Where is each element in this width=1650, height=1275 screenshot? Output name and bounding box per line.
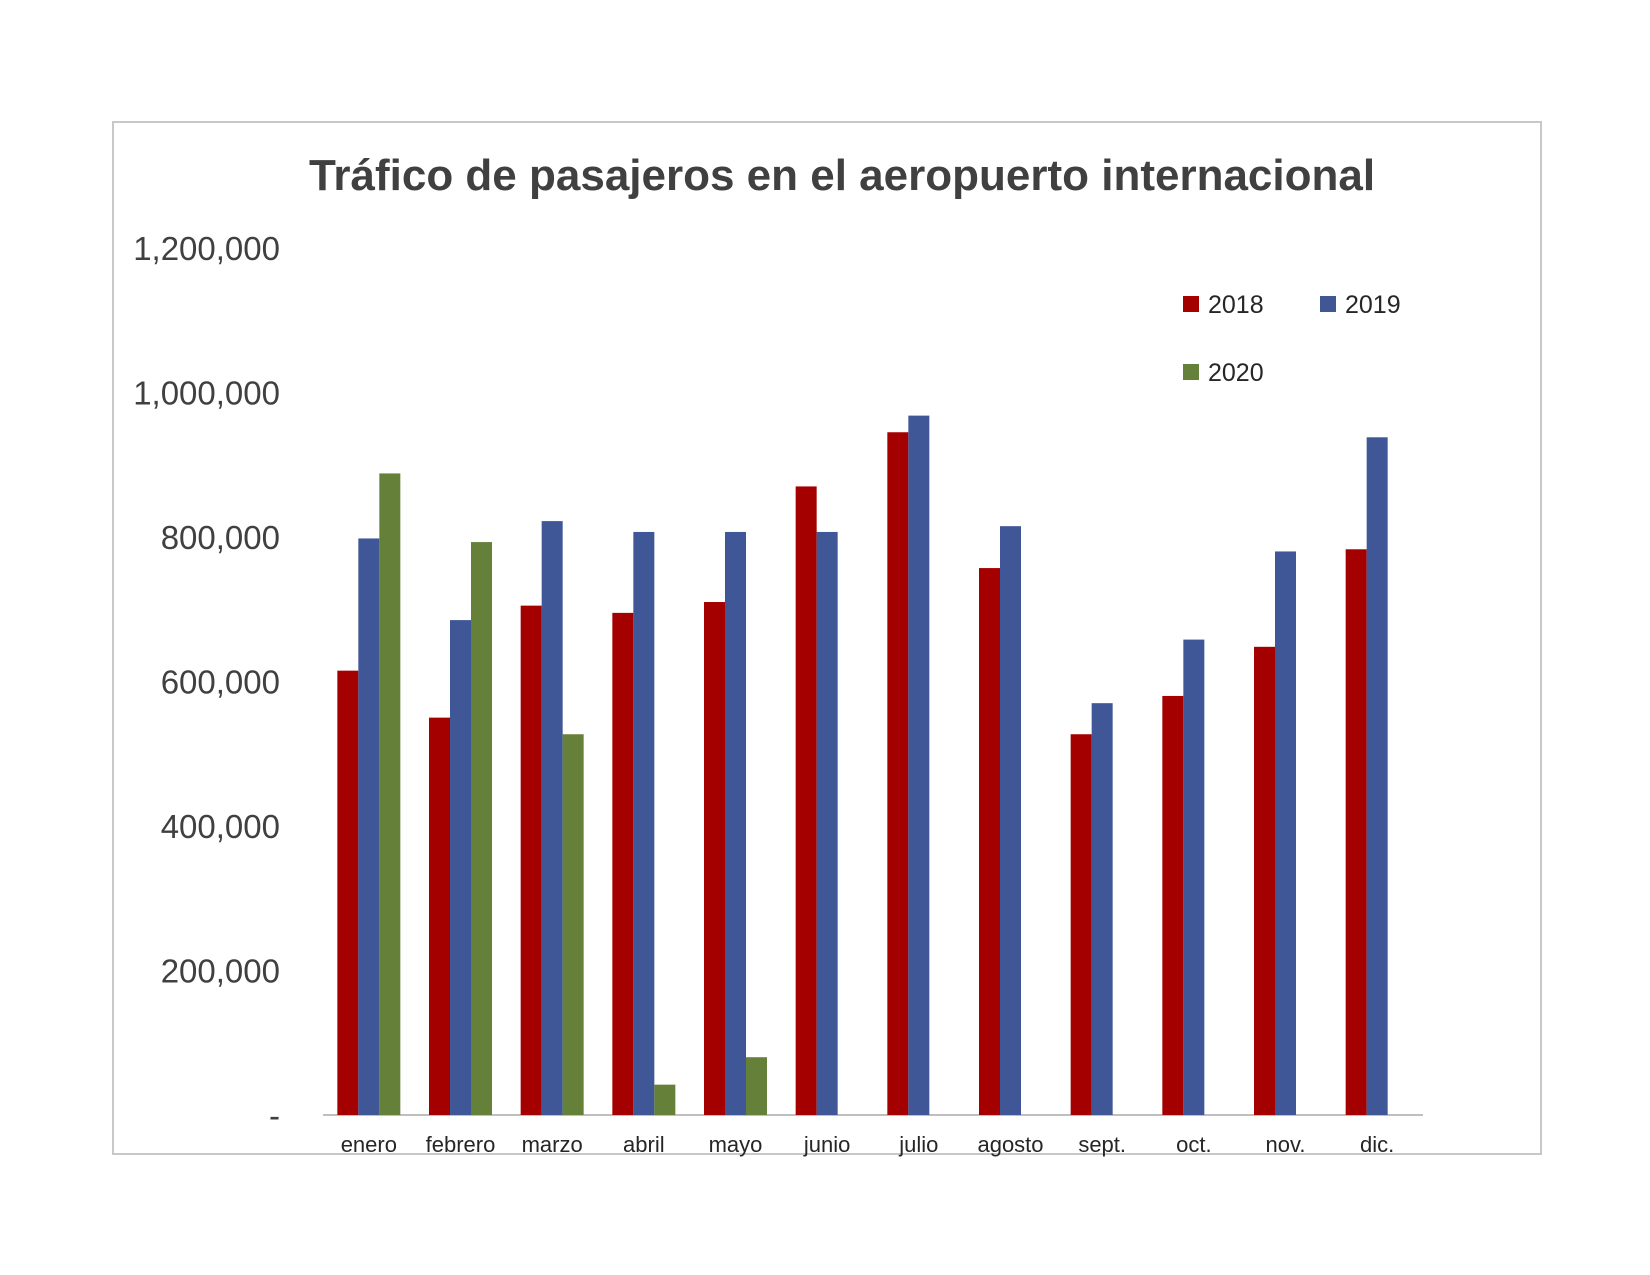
chart-title: Tráfico de pasajeros en el aeropuerto in… bbox=[309, 151, 1375, 200]
y-tick-label: 1,000,000 bbox=[133, 375, 280, 412]
x-tick-label: dic. bbox=[1360, 1132, 1394, 1157]
x-tick-label: enero bbox=[341, 1132, 397, 1157]
bar-2018-sept bbox=[1070, 734, 1092, 1115]
x-tick-label: nov. bbox=[1266, 1132, 1306, 1157]
y-tick-label: 1,200,000 bbox=[133, 230, 280, 267]
bar-2019-marzo bbox=[541, 521, 563, 1115]
x-tick-label: julio bbox=[898, 1132, 938, 1157]
bar-2019-mayo bbox=[725, 531, 746, 1115]
bar-2018-junio bbox=[795, 486, 817, 1115]
legend: 2018 2019 2020 bbox=[1183, 291, 1401, 387]
legend-label-2019: 2019 bbox=[1345, 291, 1401, 319]
y-axis-ticks: - 200,000 400,000 600,000 800,000 1,000,000 1,… bbox=[133, 230, 280, 1134]
legend-swatch-2019 bbox=[1320, 296, 1336, 312]
legend-label-2018: 2018 bbox=[1208, 291, 1264, 319]
bar-2018-julio bbox=[887, 432, 909, 1115]
bar-2018-agosto bbox=[979, 568, 1000, 1115]
bar-2019-dic bbox=[1366, 437, 1388, 1115]
bar-2020-abril bbox=[654, 1084, 676, 1115]
legend-swatch-2020 bbox=[1183, 364, 1199, 380]
y-tick-label: 600,000 bbox=[161, 664, 280, 701]
bar-2019-nov bbox=[1275, 551, 1296, 1115]
bar-2018-dic bbox=[1345, 549, 1367, 1115]
x-tick-label: marzo bbox=[522, 1132, 583, 1157]
bar-2019-enero bbox=[358, 538, 380, 1115]
y-tick-label: - bbox=[269, 1097, 280, 1134]
bars-group bbox=[337, 415, 1388, 1115]
x-tick-label: abril bbox=[623, 1132, 665, 1157]
bar-2018-mayo bbox=[704, 602, 725, 1115]
bar-2020-enero bbox=[379, 473, 401, 1115]
x-tick-label: oct. bbox=[1176, 1132, 1211, 1157]
bar-2018-febrero bbox=[429, 717, 450, 1115]
x-tick-label: sept. bbox=[1078, 1132, 1126, 1157]
x-tick-label: mayo bbox=[709, 1132, 763, 1157]
bar-2020-marzo bbox=[562, 734, 584, 1115]
bar-2019-sept bbox=[1091, 703, 1113, 1115]
bar-2019-julio bbox=[908, 415, 930, 1115]
legend-label-2020: 2020 bbox=[1208, 359, 1264, 387]
bar-2020-febrero bbox=[471, 542, 492, 1115]
bar-2019-junio bbox=[816, 531, 838, 1115]
y-tick-label: 400,000 bbox=[161, 808, 280, 845]
bar-2020-mayo bbox=[746, 1057, 767, 1115]
bar-2019-agosto bbox=[1000, 526, 1021, 1115]
bar-2018-nov bbox=[1254, 646, 1275, 1115]
bar-2018-oct bbox=[1162, 695, 1184, 1115]
bar-2019-abril bbox=[633, 531, 655, 1115]
x-tick-label: febrero bbox=[426, 1132, 496, 1157]
x-tick-label: agosto bbox=[977, 1132, 1043, 1157]
x-tick-label: junio bbox=[803, 1132, 850, 1157]
bar-2019-oct bbox=[1183, 639, 1205, 1115]
y-tick-label: 800,000 bbox=[161, 519, 280, 556]
y-tick-label: 200,000 bbox=[161, 953, 280, 990]
x-axis-ticks: enero febrero marzo abril mayo junio julio agos… bbox=[341, 1132, 1395, 1157]
bar-2018-enero bbox=[337, 670, 359, 1115]
bar-2018-marzo bbox=[520, 605, 542, 1115]
bar-2018-abril bbox=[612, 612, 634, 1115]
bar-2019-febrero bbox=[450, 620, 471, 1115]
legend-swatch-2018 bbox=[1183, 296, 1199, 312]
